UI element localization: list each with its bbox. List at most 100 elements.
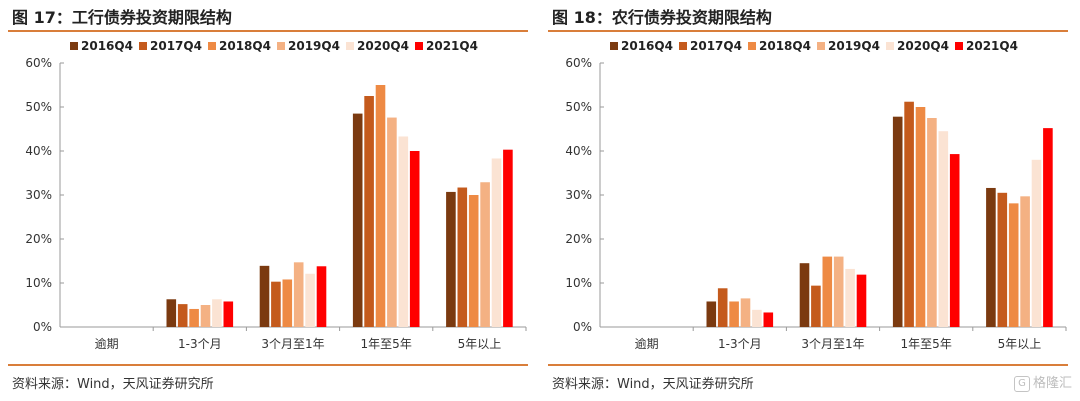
legend-label: 2017Q4: [150, 39, 202, 53]
bar: [833, 256, 844, 327]
chart-title: 图 17：工行债券投资期限结构: [12, 8, 232, 27]
legend-item: 2016Q4: [610, 39, 673, 53]
bar: [446, 191, 456, 327]
legend-swatch: [346, 42, 354, 50]
legend-label: 2018Q4: [759, 39, 811, 53]
y-tick-label: 20%: [25, 232, 52, 246]
bar: [1020, 196, 1030, 327]
bar: [491, 158, 502, 327]
legend-label: 2017Q4: [690, 39, 742, 53]
legend-item: 2017Q4: [679, 39, 742, 53]
bar: [409, 151, 420, 327]
bar: [259, 265, 270, 327]
bar: [457, 187, 468, 327]
chart-panel-left: 图 17：工行债券投资期限结构 2016Q4 2017Q4 2018Q4 2019Q4…: [8, 0, 536, 401]
y-tick-label: 40%: [565, 144, 592, 158]
bar: [915, 107, 926, 327]
legend-item: 2021Q4: [415, 39, 478, 53]
legend-swatch: [139, 42, 147, 50]
x-tick-label: 3个月至1年: [261, 337, 324, 351]
y-tick-label: 0%: [573, 320, 592, 334]
legend-label: 2018Q4: [219, 39, 271, 53]
title-divider: [548, 30, 1068, 32]
bar: [892, 116, 903, 328]
y-tick-label: 40%: [25, 144, 52, 158]
x-tick-label: 5年以上: [458, 337, 502, 351]
bar: [927, 118, 937, 327]
y-tick-label: 50%: [25, 100, 52, 114]
bar: [740, 298, 751, 327]
legend-swatch: [208, 42, 216, 50]
bar: [316, 266, 327, 327]
y-tick-label: 60%: [565, 56, 592, 70]
legend-swatch: [679, 42, 687, 50]
x-tick-label: 1-3个月: [178, 337, 222, 351]
x-tick-label: 3个月至1年: [801, 337, 864, 351]
bar: [503, 149, 513, 327]
legend-item: 2021Q4: [955, 39, 1018, 53]
bar: [706, 301, 717, 327]
legend-swatch: [955, 42, 963, 50]
x-tick-label: 1年至5年: [901, 337, 952, 351]
legend-item: 2016Q4: [70, 39, 133, 53]
bar: [177, 304, 188, 327]
y-tick-label: 10%: [565, 276, 592, 290]
source-divider: [8, 364, 528, 366]
legend-item: 2019Q4: [277, 39, 340, 53]
legend-label: 2019Q4: [288, 39, 340, 53]
bar: [271, 281, 281, 327]
y-tick-label: 30%: [565, 188, 592, 202]
bar: [763, 312, 774, 327]
bar: [375, 85, 386, 327]
x-tick-label: 逾期: [95, 336, 119, 351]
y-tick-label: 50%: [565, 100, 592, 114]
legend-swatch: [415, 42, 423, 50]
legend-swatch: [277, 42, 285, 50]
bar: [949, 154, 960, 327]
bar: [856, 274, 867, 327]
legend-item: 2018Q4: [208, 39, 271, 53]
legend-label: 2019Q4: [828, 39, 880, 53]
source-divider: [548, 364, 1068, 366]
legend-swatch: [886, 42, 894, 50]
chart-panel-right: 图 18：农行债券投资期限结构 2016Q4 2017Q4 2018Q4 2019Q4…: [548, 0, 1076, 401]
bar: [282, 279, 293, 327]
bar: [364, 96, 374, 327]
legend-item: 2019Q4: [817, 39, 880, 53]
x-tick-label: 5年以上: [998, 337, 1042, 351]
legend-swatch: [817, 42, 825, 50]
bar: [223, 301, 234, 327]
legend-label: 2021Q4: [966, 39, 1018, 53]
bar: [938, 131, 949, 327]
bar-chart: 2016Q4 2017Q4 2018Q4 2019Q4 2020Q4 2021Q4 0% 10…: [565, 39, 1067, 351]
legend-label: 2020Q4: [357, 39, 409, 53]
bar: [1043, 128, 1053, 327]
bar: [799, 263, 810, 327]
bar: [387, 117, 397, 327]
legend-label: 2021Q4: [426, 39, 478, 53]
bar: [904, 101, 914, 327]
y-tick-label: 60%: [25, 56, 52, 70]
legend-item: 2020Q4: [886, 39, 949, 53]
y-tick-label: 30%: [25, 188, 52, 202]
bar: [1008, 203, 1019, 327]
legend-item: 2020Q4: [346, 39, 409, 53]
y-tick-label: 0%: [33, 320, 52, 334]
source-note: 资料来源：Wind，天风证券研究所: [552, 377, 754, 392]
bar: [305, 273, 315, 327]
y-tick-label: 10%: [25, 276, 52, 290]
legend-label: 2016Q4: [621, 39, 673, 53]
bar: [352, 113, 363, 327]
bar: [845, 268, 855, 327]
watermark-logo-icon: G: [1013, 375, 1030, 392]
bar: [717, 288, 728, 327]
legend-swatch: [610, 42, 618, 50]
legend-swatch: [70, 42, 78, 50]
bar: [480, 182, 490, 327]
legend-label: 2020Q4: [897, 39, 949, 53]
x-tick-label: 逾期: [635, 336, 659, 351]
title-divider: [8, 30, 528, 32]
bar: [986, 187, 996, 327]
legend-item: 2018Q4: [748, 39, 811, 53]
bar: [212, 299, 222, 327]
